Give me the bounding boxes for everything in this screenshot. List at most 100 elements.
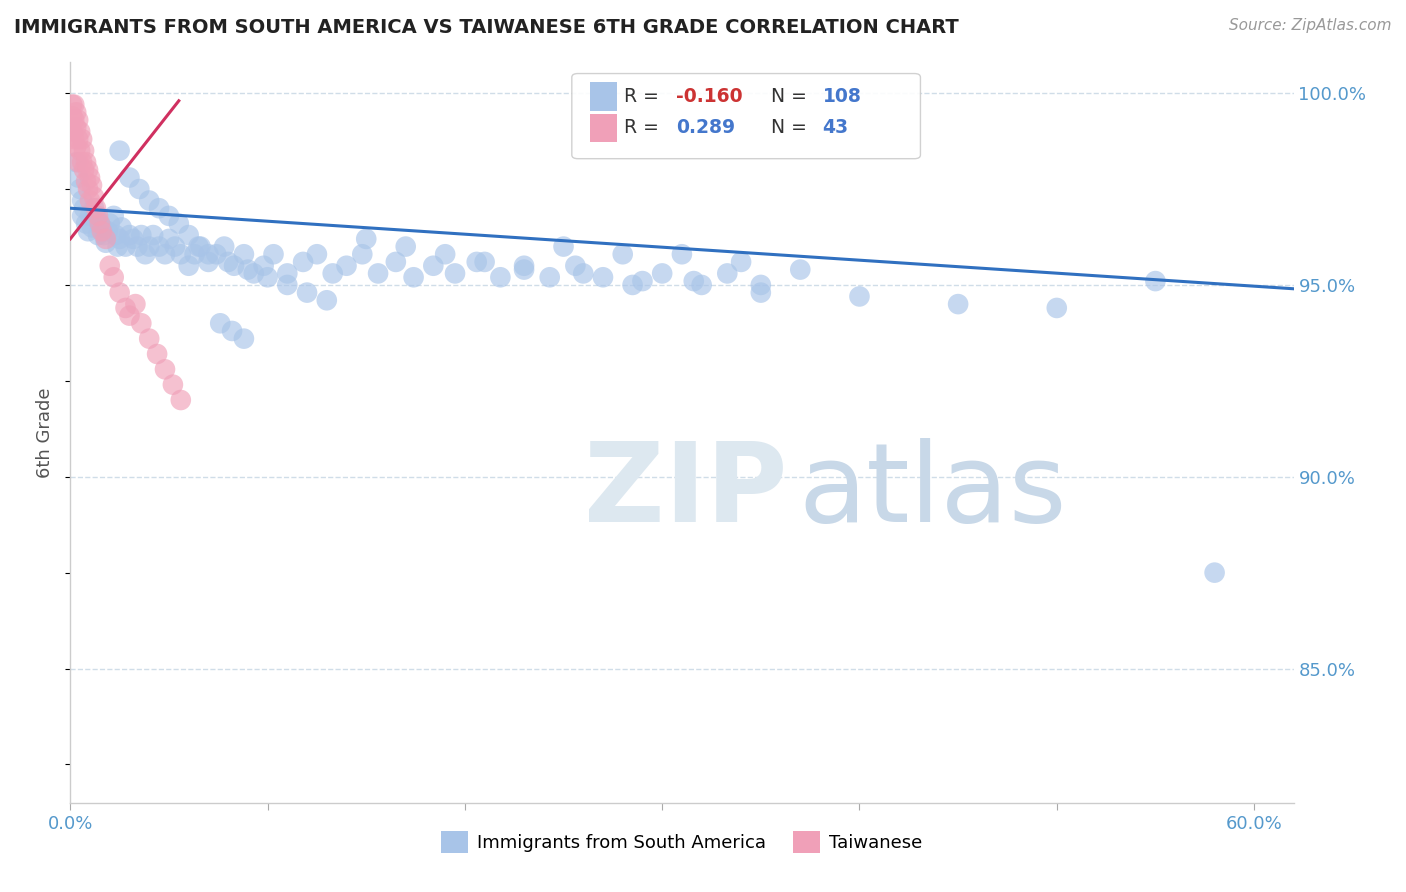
Point xyxy=(789,262,811,277)
Point xyxy=(232,247,254,261)
Point xyxy=(80,220,103,235)
Point xyxy=(73,162,96,177)
Point xyxy=(385,255,408,269)
Point xyxy=(89,217,111,231)
Point xyxy=(716,267,738,281)
Point xyxy=(690,277,713,292)
Point xyxy=(305,247,328,261)
Point xyxy=(70,209,93,223)
Point xyxy=(749,285,772,300)
Point xyxy=(183,247,205,261)
Point xyxy=(118,170,141,185)
Point xyxy=(162,377,184,392)
Point xyxy=(572,267,595,281)
Point xyxy=(128,182,150,196)
Point xyxy=(157,232,180,246)
Point xyxy=(682,274,704,288)
Point xyxy=(651,267,673,281)
Point xyxy=(163,239,186,253)
Point xyxy=(197,247,219,261)
Point xyxy=(67,155,90,169)
Point xyxy=(621,277,644,292)
Point xyxy=(63,113,86,128)
Point xyxy=(170,247,193,261)
Point xyxy=(79,194,101,208)
Point xyxy=(167,217,190,231)
Point xyxy=(77,162,100,177)
Point xyxy=(177,259,200,273)
Point xyxy=(631,274,654,288)
Point xyxy=(94,235,117,250)
Point xyxy=(444,267,467,281)
Point xyxy=(63,97,86,112)
Point xyxy=(60,97,83,112)
Point xyxy=(315,293,337,308)
Point xyxy=(63,132,86,146)
Text: 0.289: 0.289 xyxy=(676,118,735,137)
Point xyxy=(489,270,512,285)
Point xyxy=(138,332,160,346)
Point xyxy=(671,247,693,261)
Point xyxy=(110,220,132,235)
Point xyxy=(90,224,112,238)
Point xyxy=(75,155,97,169)
Point xyxy=(138,194,160,208)
Point xyxy=(69,144,91,158)
Point xyxy=(73,144,96,158)
Text: 43: 43 xyxy=(823,118,849,137)
Point xyxy=(422,259,444,273)
Point xyxy=(322,267,344,281)
Point xyxy=(79,209,101,223)
Text: 108: 108 xyxy=(823,87,862,106)
Legend: Immigrants from South America, Taiwanese: Immigrants from South America, Taiwanese xyxy=(434,824,929,861)
Point xyxy=(1204,566,1226,580)
Point xyxy=(190,239,212,253)
Point xyxy=(70,155,93,169)
FancyBboxPatch shape xyxy=(591,82,617,111)
Point xyxy=(131,316,153,330)
Point xyxy=(87,209,110,223)
Point xyxy=(103,270,125,285)
Point xyxy=(232,332,254,346)
Point xyxy=(592,270,614,285)
Point xyxy=(65,155,87,169)
Point xyxy=(67,132,90,146)
Point xyxy=(104,228,127,243)
Point xyxy=(222,259,245,273)
Point xyxy=(1144,274,1167,288)
Point xyxy=(212,239,235,253)
Point xyxy=(146,347,169,361)
Point xyxy=(60,109,83,123)
Point xyxy=(538,270,561,285)
Point xyxy=(118,228,141,243)
Point xyxy=(335,259,357,273)
Point xyxy=(77,182,100,196)
Point xyxy=(103,209,125,223)
Point xyxy=(107,239,129,253)
Point xyxy=(730,255,752,269)
Point xyxy=(170,392,193,407)
Text: Source: ZipAtlas.com: Source: ZipAtlas.com xyxy=(1229,18,1392,33)
Point xyxy=(97,224,120,238)
Point xyxy=(153,362,176,376)
Point xyxy=(474,255,496,269)
Point xyxy=(142,228,165,243)
Point xyxy=(138,239,160,253)
Point xyxy=(131,228,153,243)
Point xyxy=(77,224,100,238)
Point xyxy=(295,285,318,300)
Point xyxy=(122,232,145,246)
Point xyxy=(94,232,117,246)
Point xyxy=(65,105,87,120)
Point xyxy=(187,239,209,253)
Point xyxy=(98,259,121,273)
Text: IMMIGRANTS FROM SOUTH AMERICA VS TAIWANESE 6TH GRADE CORRELATION CHART: IMMIGRANTS FROM SOUTH AMERICA VS TAIWANE… xyxy=(14,18,959,37)
Point xyxy=(749,277,772,292)
Point xyxy=(292,255,315,269)
Point xyxy=(553,239,575,253)
Point xyxy=(848,289,870,303)
Point xyxy=(236,262,259,277)
Point xyxy=(276,267,298,281)
Point xyxy=(67,113,90,128)
Point xyxy=(367,267,389,281)
